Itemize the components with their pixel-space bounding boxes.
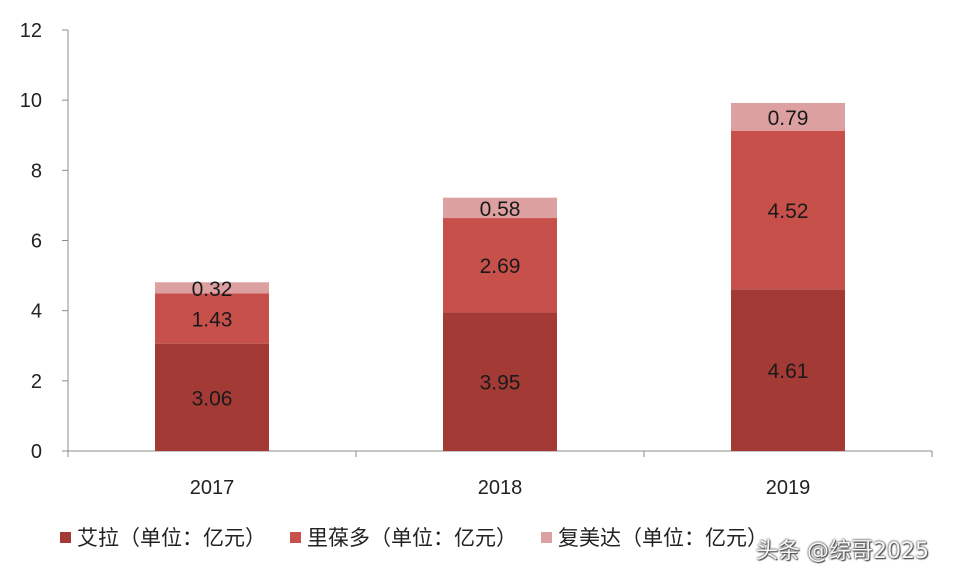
data-label: 4.61 xyxy=(768,360,809,383)
legend-swatch xyxy=(290,531,301,543)
x-tick-label: 2018 xyxy=(478,477,523,499)
data-label: 2.69 xyxy=(480,255,521,278)
legend-item: 艾拉（单位：亿元） xyxy=(60,522,266,552)
data-label: 0.79 xyxy=(768,107,809,130)
chart-area: 0 2 4 6 8 10 12 3.06 1.43 0.32 2017 3.95 2.69 0.58 201… xyxy=(20,20,933,499)
legend-item: 复美达（单位：亿元） xyxy=(541,522,768,552)
data-label: 1.43 xyxy=(192,309,233,332)
y-tick-label: 4 xyxy=(31,301,42,323)
bar-segment xyxy=(155,293,269,344)
bar-segment xyxy=(731,102,845,131)
watermark: 头条 @综哥2025 xyxy=(756,539,929,564)
legend-label: 复美达（单位：亿元） xyxy=(558,526,768,550)
bar-segment xyxy=(731,130,845,290)
data-label: 3.06 xyxy=(192,387,233,410)
y-tick-label: 10 xyxy=(20,90,42,112)
y-tick-label: 6 xyxy=(31,231,42,253)
y-tick-label: 8 xyxy=(31,160,42,182)
legend-swatch xyxy=(541,531,552,543)
y-tick-label: 0 xyxy=(31,441,42,463)
legend-label: 艾拉（单位：亿元） xyxy=(77,526,266,550)
data-label: 0.58 xyxy=(480,198,521,221)
x-tick-label: 2017 xyxy=(190,477,235,499)
y-tick-label: 12 xyxy=(20,20,42,42)
bar-segment xyxy=(155,282,269,294)
legend-label: 里葆多（单位：亿元） xyxy=(307,526,517,550)
x-tick-label: 2019 xyxy=(766,477,811,499)
data-label: 3.95 xyxy=(480,372,521,395)
bar-segment xyxy=(443,197,557,219)
bar-segment xyxy=(443,312,557,451)
bar-segment xyxy=(731,289,845,451)
y-tick-label: 2 xyxy=(31,371,42,393)
data-label: 0.32 xyxy=(192,278,233,301)
bar-segment xyxy=(155,343,269,451)
legend: 艾拉（单位：亿元） 里葆多（单位：亿元） 复美达（单位：亿元） xyxy=(60,522,768,552)
legend-item: 里葆多（单位：亿元） xyxy=(290,522,517,552)
bar-segment xyxy=(443,218,557,313)
data-label: 4.52 xyxy=(768,200,809,223)
legend-swatch xyxy=(60,531,71,543)
